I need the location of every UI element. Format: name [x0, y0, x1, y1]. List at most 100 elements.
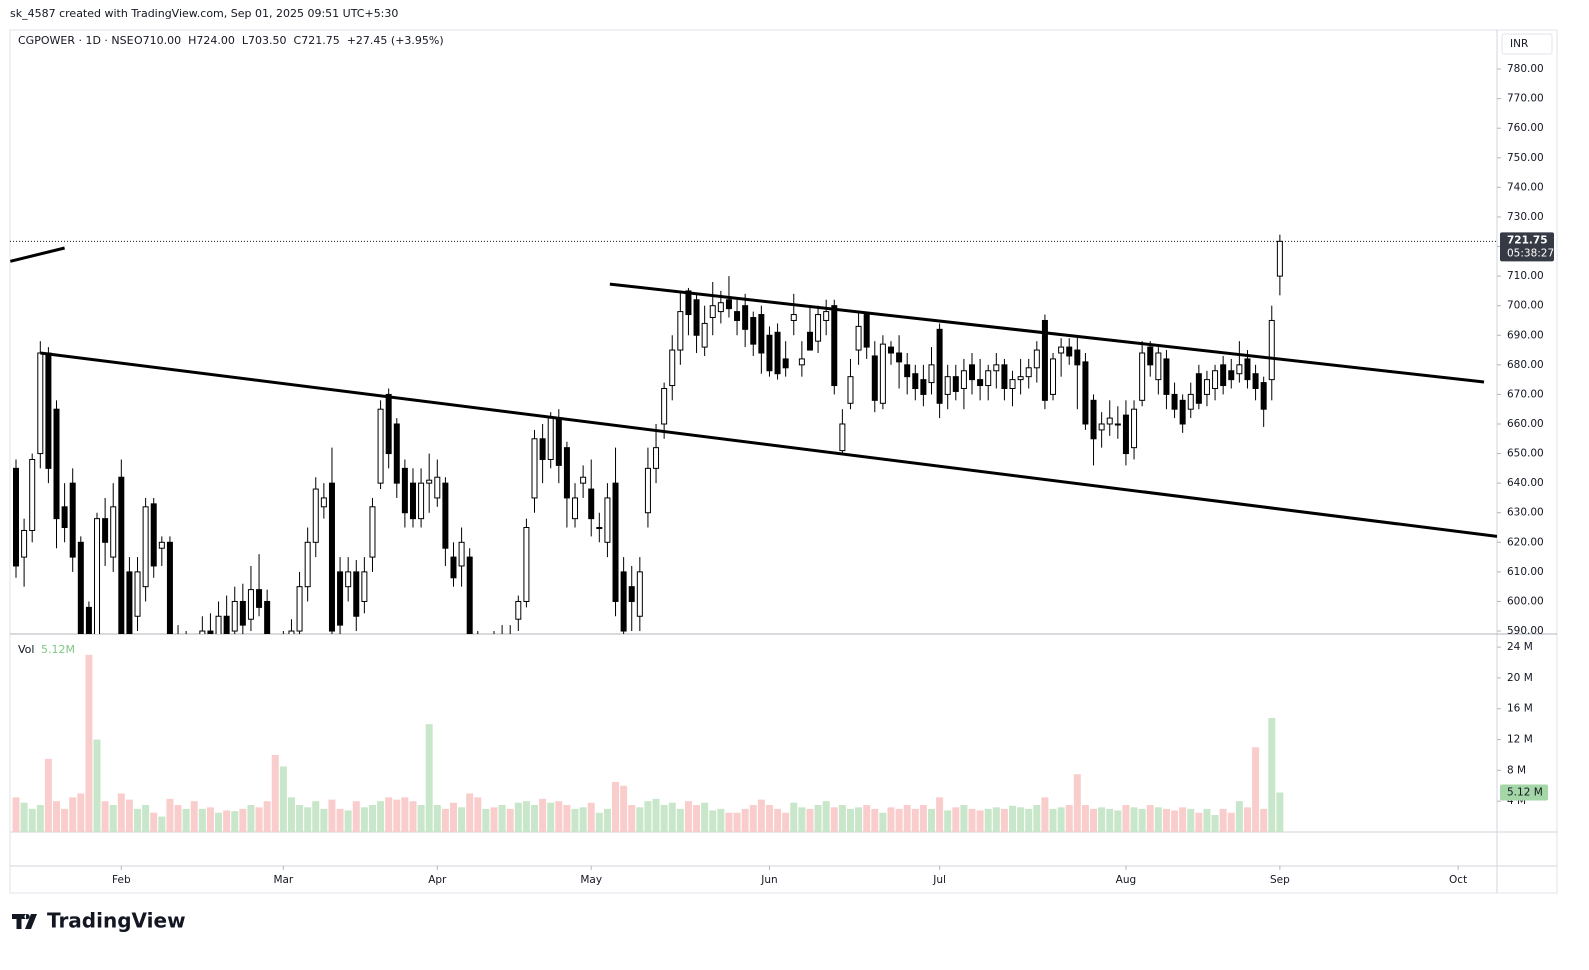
countdown: 05:38:27	[1507, 247, 1554, 259]
volume-bar	[814, 805, 822, 832]
volume-bar	[798, 807, 806, 832]
volume-tick-label: 8 M	[1507, 764, 1526, 776]
volume-bar	[992, 807, 1000, 832]
y-tick-label: 630.00	[1507, 507, 1544, 519]
candle-body	[523, 527, 530, 602]
volume-bar	[1179, 807, 1187, 832]
volume-bar	[482, 808, 490, 832]
candle-body	[184, 646, 189, 661]
candle-body	[539, 438, 546, 460]
volume-bar	[328, 799, 336, 832]
volume-bar	[449, 802, 457, 832]
volume-bar	[514, 802, 522, 832]
candle-body	[475, 655, 480, 676]
volume-bar	[360, 807, 368, 832]
volume-bar	[498, 805, 506, 832]
candle-body	[920, 379, 927, 395]
candle-body	[166, 541, 173, 634]
volume-bar	[968, 808, 976, 832]
candle-body	[960, 370, 967, 389]
currency-box[interactable]	[1501, 33, 1553, 55]
candle-body	[1098, 423, 1105, 431]
y-tick-label: 690.00	[1507, 329, 1544, 341]
candle-body	[831, 305, 838, 387]
candle-body	[515, 600, 522, 620]
volume-bar	[20, 802, 28, 832]
volume-bar	[304, 807, 312, 832]
y-tick-label: 700.00	[1507, 300, 1544, 312]
volume-bar	[109, 805, 117, 832]
x-tick-label: Oct	[1449, 874, 1467, 886]
candle-body	[717, 302, 724, 313]
volume-bar	[1033, 805, 1041, 832]
volume-tag-value: 5.12 M	[1507, 787, 1543, 799]
volume-bar	[676, 808, 684, 832]
volume-bar	[93, 739, 101, 832]
volume-value: 5.12M	[41, 643, 75, 656]
candle-body	[126, 571, 133, 634]
volume-bar	[279, 766, 287, 832]
volume-bar	[1252, 747, 1260, 832]
volume-bar	[1049, 808, 1057, 832]
ohlc-value: L703.50	[242, 34, 287, 47]
volume-tick-label: 12 M	[1507, 734, 1533, 746]
volume-bar	[1130, 807, 1138, 832]
volume-bar	[1065, 805, 1073, 832]
candle-body	[839, 423, 846, 452]
candle-body	[1090, 399, 1097, 440]
candle-body	[377, 408, 384, 484]
volume-bar	[522, 801, 530, 832]
candle-body	[409, 482, 416, 520]
volume-bar	[1138, 808, 1146, 832]
candle-body	[85, 606, 92, 634]
volume-bar	[555, 801, 563, 832]
volume-bar	[474, 797, 482, 832]
candle-body	[1203, 379, 1210, 395]
candle-body	[199, 630, 206, 634]
volume-bar	[838, 805, 846, 832]
volume-bar	[506, 808, 514, 832]
candle-body	[1082, 361, 1089, 425]
candle-body	[572, 497, 579, 520]
candle-body	[1171, 393, 1178, 410]
volume-bar	[312, 801, 320, 832]
volume-bar	[12, 797, 20, 832]
candle-body	[815, 314, 822, 342]
candle-body	[612, 482, 619, 602]
volume-bar	[1057, 807, 1065, 832]
candle-body	[401, 467, 408, 514]
candle-body	[1268, 319, 1275, 381]
volume-bar	[741, 808, 749, 832]
axes: 590.00 600.00 610.00 620.00 630.00 640.00 650.…	[112, 63, 1554, 886]
candle-body	[1212, 370, 1219, 389]
brand: TradingView	[47, 909, 186, 933]
volume-bar	[668, 802, 676, 832]
price-tag-value: 721.75	[1507, 234, 1548, 246]
candle-body	[281, 661, 286, 667]
candle-body	[239, 600, 246, 626]
ohlc-value: C721.75	[294, 34, 340, 47]
volume-bar	[1227, 812, 1235, 832]
volume-bar	[733, 812, 741, 832]
y-tick-label: 590.00	[1507, 625, 1544, 637]
volume-title: Vol	[18, 643, 34, 656]
volume-bar	[595, 812, 603, 832]
volume-bar	[1243, 807, 1251, 832]
candle-body	[1139, 352, 1146, 401]
volume-bar	[223, 810, 231, 832]
candle-body	[320, 497, 327, 508]
candle-body	[29, 458, 36, 531]
candle-body	[142, 506, 149, 588]
volume-bar	[182, 808, 190, 832]
candle-body	[207, 630, 214, 634]
frame	[9, 29, 1558, 894]
candle-body	[766, 334, 773, 372]
candle-body	[328, 482, 335, 632]
volume-bar	[976, 810, 984, 832]
volume-tick-label: 24 M	[1507, 641, 1533, 653]
x-tick-label: Feb	[112, 874, 131, 886]
volume-bar	[984, 808, 992, 832]
volume-bar	[547, 802, 555, 832]
y-tick-label: 600.00	[1507, 595, 1544, 607]
candle-body	[353, 571, 360, 617]
